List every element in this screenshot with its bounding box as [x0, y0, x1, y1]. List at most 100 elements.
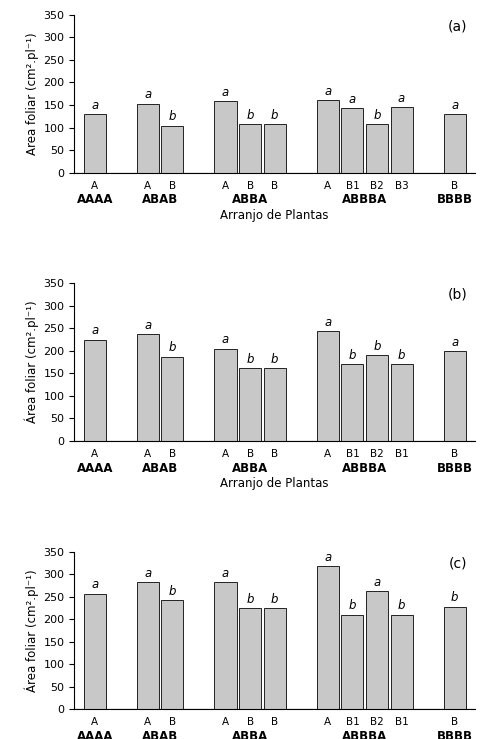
Text: A: A	[91, 449, 99, 459]
Bar	[137, 334, 159, 441]
Text: A: A	[144, 180, 151, 191]
Text: b: b	[348, 599, 356, 613]
Text: B1: B1	[346, 180, 359, 191]
Text: B1: B1	[346, 449, 359, 459]
Text: (a): (a)	[447, 19, 467, 33]
Bar	[264, 368, 286, 441]
Text: a: a	[324, 551, 331, 564]
Text: ABBA: ABBA	[232, 730, 268, 739]
Text: B1: B1	[395, 449, 408, 459]
Text: Arranjo de Plantas: Arranjo de Plantas	[220, 477, 329, 491]
Bar	[391, 615, 413, 709]
Text: Arranjo de Plantas: Arranjo de Plantas	[220, 209, 329, 222]
Text: a: a	[144, 567, 151, 580]
Bar	[239, 368, 261, 441]
Text: b: b	[373, 340, 381, 353]
Text: a: a	[398, 92, 405, 105]
Bar	[161, 357, 184, 441]
Bar	[214, 101, 237, 173]
Text: BBBB: BBBB	[437, 462, 473, 474]
Text: (c): (c)	[448, 556, 467, 571]
Text: b: b	[271, 109, 279, 122]
Text: b: b	[271, 353, 279, 366]
Text: B: B	[451, 180, 458, 191]
Text: B: B	[451, 449, 458, 459]
Text: A: A	[222, 718, 229, 727]
Bar	[137, 103, 159, 173]
Bar	[366, 124, 388, 173]
Bar	[239, 608, 261, 709]
Text: a: a	[222, 567, 229, 580]
Text: ABAB: ABAB	[142, 462, 178, 474]
Text: ABBA: ABBA	[232, 193, 268, 206]
Bar	[161, 600, 184, 709]
Text: a: a	[144, 319, 151, 332]
Bar	[366, 590, 388, 709]
Bar	[342, 364, 363, 441]
Text: a: a	[222, 333, 229, 347]
Bar	[444, 351, 466, 441]
Text: A: A	[222, 180, 229, 191]
Text: B: B	[169, 180, 176, 191]
Bar	[84, 114, 106, 173]
Text: b: b	[348, 349, 356, 362]
Text: B: B	[271, 449, 278, 459]
Text: A: A	[144, 718, 151, 727]
Y-axis label: Area foliar (cm².pl⁻¹): Area foliar (cm².pl⁻¹)	[26, 33, 39, 155]
Text: a: a	[349, 93, 356, 106]
Bar	[391, 107, 413, 173]
Text: B3: B3	[395, 180, 408, 191]
Text: a: a	[451, 336, 458, 349]
Text: a: a	[373, 576, 381, 588]
Text: b: b	[247, 593, 254, 606]
Text: a: a	[91, 324, 99, 337]
Text: B2: B2	[370, 449, 384, 459]
Bar	[84, 339, 106, 441]
Bar	[366, 355, 388, 441]
Bar	[84, 593, 106, 709]
Bar	[342, 108, 363, 173]
Text: ABAB: ABAB	[142, 730, 178, 739]
Bar	[342, 615, 363, 709]
Text: b: b	[451, 591, 458, 605]
Text: b: b	[169, 585, 176, 598]
Text: B: B	[247, 449, 253, 459]
Text: B2: B2	[370, 718, 384, 727]
Text: b: b	[271, 593, 279, 606]
Text: b: b	[373, 109, 381, 122]
Bar	[317, 101, 339, 173]
Text: a: a	[222, 86, 229, 99]
Text: b: b	[247, 353, 254, 366]
Text: AAAA: AAAA	[77, 193, 113, 206]
Text: A: A	[324, 449, 331, 459]
Text: B: B	[271, 180, 278, 191]
Text: A: A	[91, 718, 99, 727]
Bar	[317, 567, 339, 709]
Text: B1: B1	[395, 718, 408, 727]
Text: b: b	[398, 349, 405, 361]
Text: B2: B2	[370, 180, 384, 191]
Bar	[444, 607, 466, 709]
Text: B: B	[271, 718, 278, 727]
Text: BBBB: BBBB	[437, 730, 473, 739]
Text: a: a	[91, 578, 99, 591]
Y-axis label: Área foliar (cm².pl⁻¹): Área foliar (cm².pl⁻¹)	[25, 569, 39, 692]
Bar	[317, 331, 339, 441]
Bar	[264, 608, 286, 709]
Bar	[137, 582, 159, 709]
Bar	[239, 124, 261, 173]
Text: ABBBA: ABBBA	[342, 730, 387, 739]
Bar	[214, 349, 237, 441]
Y-axis label: Área foliar (cm².pl⁻¹): Área foliar (cm².pl⁻¹)	[25, 301, 39, 423]
Text: BBBB: BBBB	[437, 193, 473, 206]
Text: b: b	[169, 111, 176, 123]
Text: B: B	[169, 718, 176, 727]
Bar	[444, 114, 466, 173]
Text: b: b	[169, 341, 176, 355]
Text: A: A	[144, 449, 151, 459]
Text: A: A	[91, 180, 99, 191]
Text: ABAB: ABAB	[142, 193, 178, 206]
Text: b: b	[398, 599, 405, 613]
Text: a: a	[324, 316, 331, 329]
Text: a: a	[91, 99, 99, 112]
